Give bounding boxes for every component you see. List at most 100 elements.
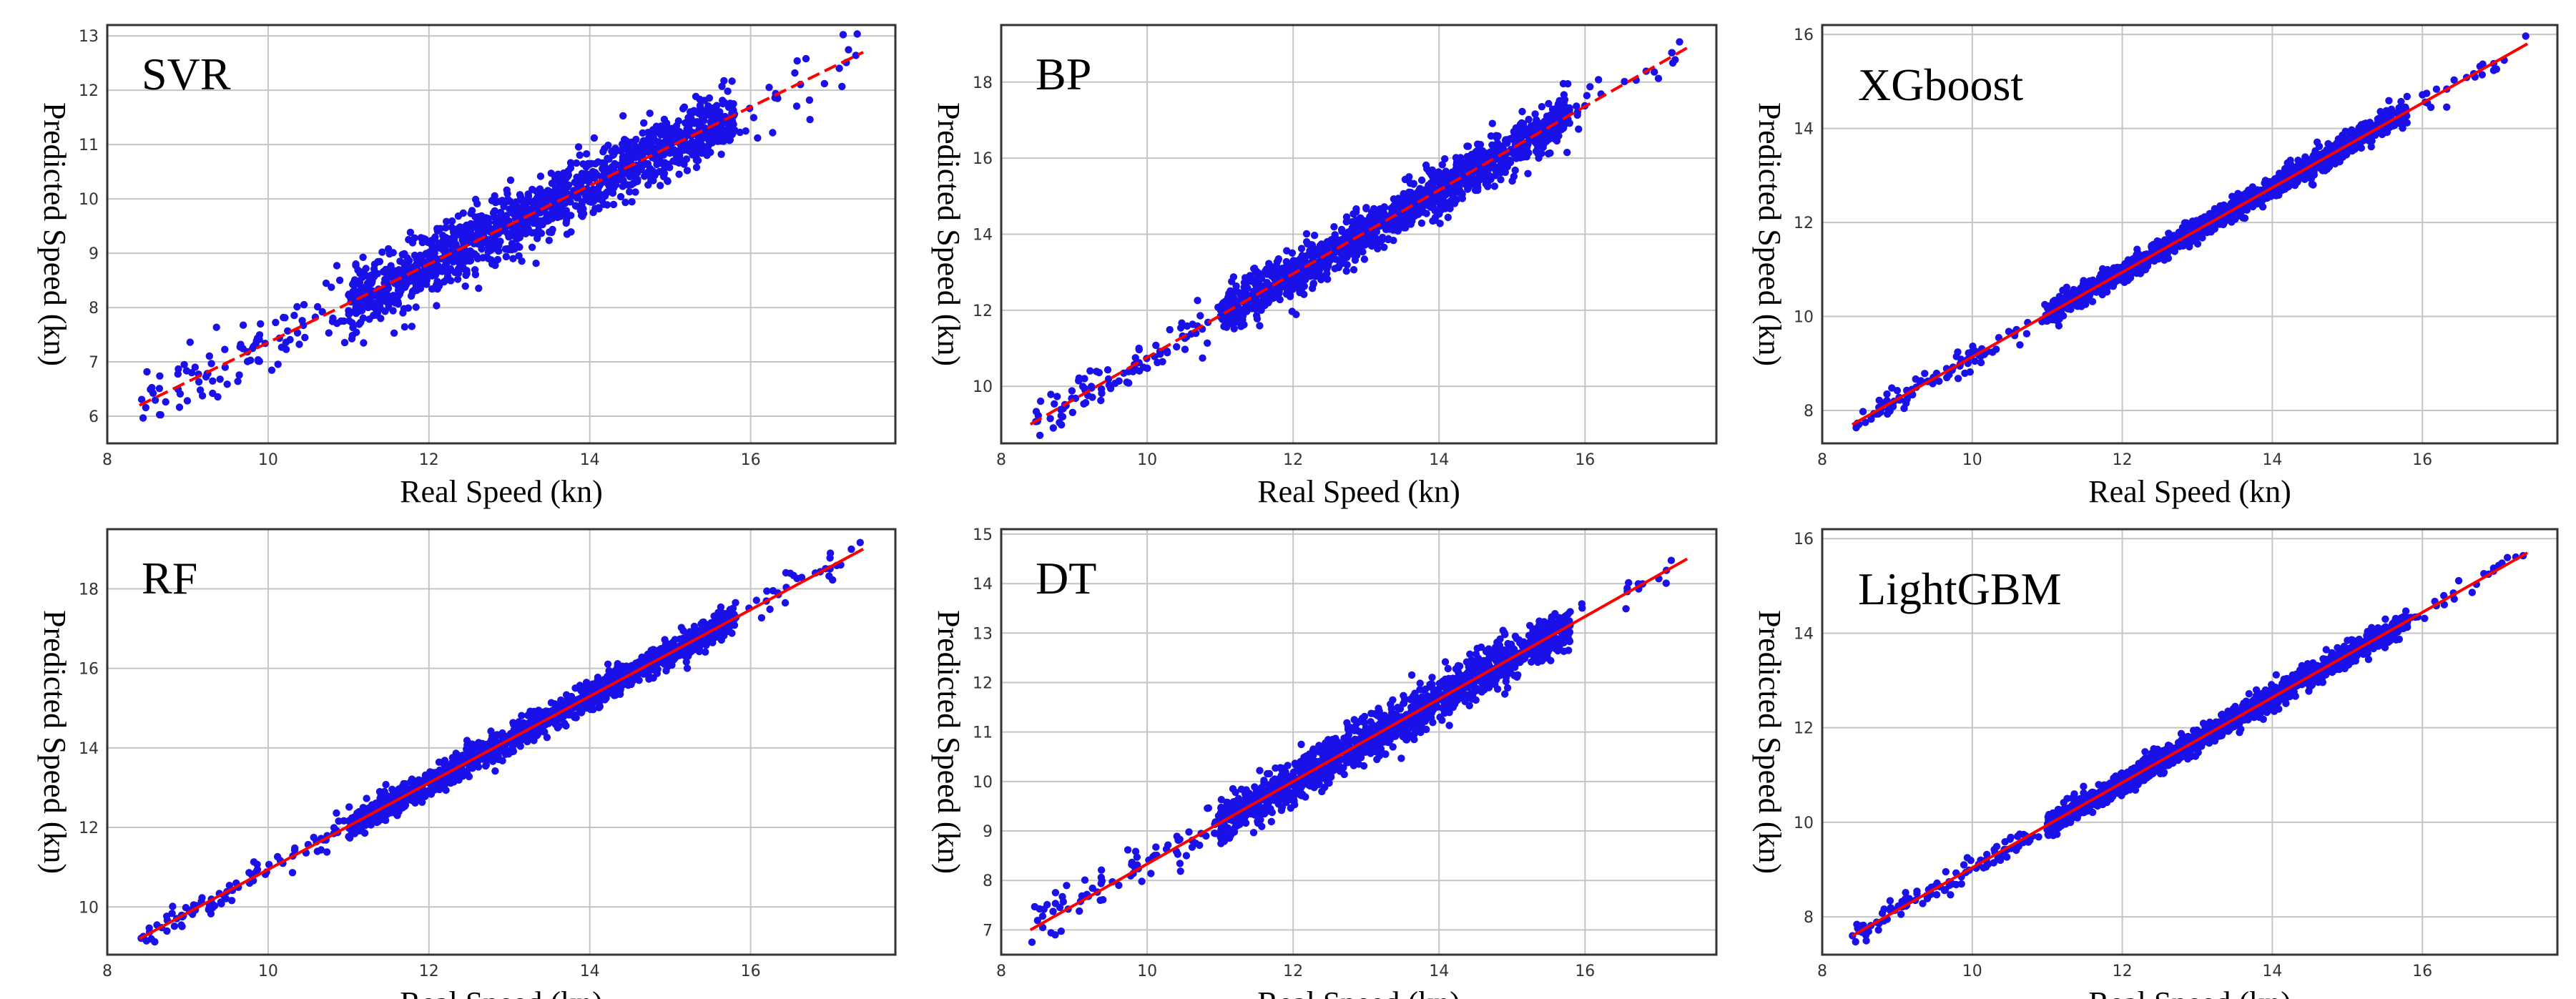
data-point (2228, 192, 2236, 200)
x-tick-label: 10 (258, 451, 278, 469)
data-point (1668, 49, 1676, 56)
data-point (1097, 396, 1105, 405)
data-point (180, 360, 188, 369)
data-point (1093, 368, 1101, 375)
data-point (183, 397, 192, 405)
y-axis-title: Predicted Speed (kn) (37, 610, 72, 874)
data-point (508, 240, 516, 247)
data-point (461, 232, 470, 240)
y-axis-title: Predicted Speed (kn) (1752, 102, 1787, 366)
data-point (708, 114, 716, 123)
data-point (513, 235, 521, 243)
data-point (442, 260, 451, 269)
data-point (473, 255, 482, 262)
data-point (388, 267, 395, 275)
data-point (717, 137, 725, 145)
data-point (459, 209, 467, 217)
data-point (1286, 292, 1294, 300)
data-point (683, 167, 692, 174)
data-point (493, 242, 501, 250)
data-point (1360, 255, 1369, 263)
data-point (634, 152, 641, 160)
data-point (394, 300, 403, 308)
data-point (255, 357, 262, 365)
data-point (2366, 120, 2375, 128)
data-point (503, 195, 512, 203)
data-point (1438, 161, 1447, 169)
x-tick-label: 16 (741, 451, 761, 469)
data-point (1199, 354, 1206, 362)
data-point (660, 115, 669, 124)
data-point (631, 188, 639, 196)
data-point (1977, 358, 1985, 367)
data-point (1510, 172, 1518, 180)
data-point (1324, 257, 1333, 265)
data-point (1253, 315, 1262, 323)
data-point (1300, 290, 1308, 298)
x-axis-title: Real Speed (kn) (400, 985, 602, 999)
y-tick-label: 10 (1794, 309, 1814, 327)
data-point (1565, 119, 1573, 127)
plot-frame (106, 24, 897, 445)
data-point (477, 225, 486, 233)
plot-frame (1000, 24, 1718, 445)
data-point (1405, 188, 1413, 196)
data-point (298, 317, 306, 325)
data-point (546, 228, 554, 236)
data-point (1111, 379, 1119, 388)
data-point (398, 274, 407, 282)
data-point (1338, 227, 1346, 235)
data-point (590, 134, 599, 142)
data-point (383, 274, 391, 282)
data-point (400, 305, 408, 313)
data-point (545, 237, 553, 245)
data-point (2220, 201, 2228, 209)
data-point (1262, 298, 1270, 306)
data-point (582, 150, 591, 158)
data-point (657, 182, 664, 190)
data-point (698, 149, 706, 157)
data-point (835, 64, 843, 72)
data-point (411, 251, 419, 260)
data-point (419, 257, 427, 265)
data-point (2235, 192, 2243, 200)
data-point (481, 219, 490, 227)
data-point (1176, 324, 1185, 332)
data-point (1430, 178, 1437, 187)
data-point (791, 69, 799, 77)
data-point (805, 96, 814, 104)
data-point (1489, 147, 1497, 154)
data-point (428, 285, 436, 293)
data-point (553, 204, 561, 212)
x-tick-label: 12 (419, 963, 439, 980)
data-point (1317, 265, 1324, 272)
scatter-points (137, 30, 861, 422)
data-point (1453, 162, 1462, 171)
x-tick-label: 16 (2412, 451, 2432, 469)
data-point (216, 375, 224, 383)
data-point (267, 366, 276, 374)
data-point (413, 261, 421, 269)
data-point (1283, 247, 1291, 255)
data-point (416, 285, 425, 292)
data-point (290, 311, 298, 320)
data-point (468, 207, 476, 215)
data-point (460, 265, 468, 273)
data-point (692, 92, 700, 101)
data-point (619, 153, 627, 161)
data-point (1481, 153, 1490, 162)
data-point (1621, 77, 1628, 86)
y-tick-label: 12 (973, 302, 993, 320)
y-tick-label: 6 (89, 408, 99, 426)
data-point (234, 378, 242, 385)
data-point (655, 167, 664, 176)
data-point (1532, 147, 1540, 155)
data-point (1051, 400, 1058, 408)
data-point (696, 123, 704, 132)
data-point (1485, 171, 1493, 179)
data-point (1144, 364, 1151, 373)
data-point (719, 99, 727, 108)
